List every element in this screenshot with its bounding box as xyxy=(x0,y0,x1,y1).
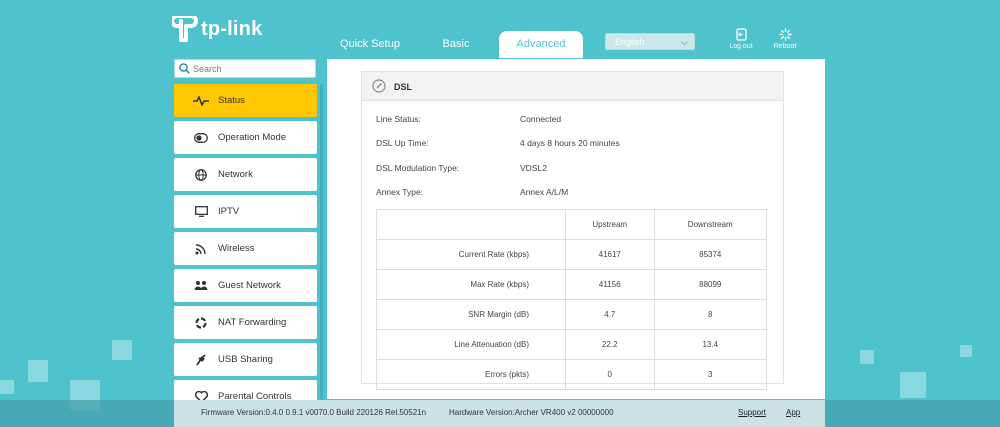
downstream-cell: 88099 xyxy=(653,269,767,300)
sidebar-item-nat-forwarding[interactable]: NAT Forwarding xyxy=(174,306,317,339)
sidebar-item-guest-network[interactable]: Guest Network xyxy=(174,269,317,302)
dsl-panel: DSL Line Status: Connected DSL Up Time: … xyxy=(361,71,784,390)
background-decoration xyxy=(112,340,132,360)
sidebar-item-network[interactable]: Network xyxy=(174,158,317,191)
help-button[interactable] xyxy=(796,74,813,93)
hardware-version: Hardware Version:Archer VR400 v2 0000000… xyxy=(449,408,614,417)
background-decoration xyxy=(960,345,972,357)
row-label: Current Rate (kbps) xyxy=(376,239,566,270)
language-select[interactable]: English ⌵ xyxy=(605,33,695,50)
panel-title: DSL xyxy=(394,82,412,92)
sidebar-item-label: USB Sharing xyxy=(218,354,273,365)
downstream-cell: 85374 xyxy=(653,239,767,270)
sidebar-item-label: Wireless xyxy=(218,243,255,254)
upstream-cell: 4.7 xyxy=(565,299,654,330)
line-status-value: Connected xyxy=(520,114,562,124)
usb-icon xyxy=(192,353,210,367)
downstream-cell: 3 xyxy=(653,359,767,390)
downstream-cell: 13.4 xyxy=(653,329,767,360)
modulation-type-label: DSL Modulation Type: xyxy=(376,163,460,173)
row-label: Line Attenuation (dB) xyxy=(376,329,566,360)
sidebar-item-operation-mode[interactable]: Operation Mode xyxy=(174,121,317,154)
sidebar-item-label: Guest Network xyxy=(218,280,281,291)
nat-icon xyxy=(192,316,210,330)
sidebar-item-label: Network xyxy=(218,169,253,180)
line-status-label: Line Status: xyxy=(376,114,421,124)
sidebar-item-status[interactable]: Status xyxy=(174,84,317,117)
sidebar-item-parental-controls[interactable]: Parental Controls xyxy=(174,380,317,400)
row-label: SNR Margin (dB) xyxy=(376,299,566,330)
tab-quick-setup[interactable]: Quick Setup xyxy=(340,38,400,50)
dsl-gauge-icon xyxy=(372,79,386,93)
upstream-cell: 41617 xyxy=(565,239,654,270)
tab-advanced[interactable]: Advanced xyxy=(499,31,583,58)
logo-text: tp-link xyxy=(201,17,263,40)
table-header-empty xyxy=(377,210,566,240)
pulse-icon xyxy=(192,94,210,108)
dsl-up-time-label: DSL Up Time: xyxy=(376,138,429,148)
table-row: Line Attenuation (dB) 22.2 13.4 xyxy=(376,329,767,360)
sidebar-item-label: Parental Controls xyxy=(218,391,292,400)
tp-link-logo-icon xyxy=(172,16,198,42)
table-row: Errors (pkts) 0 3 xyxy=(376,359,767,390)
reboot-button[interactable]: Reboot xyxy=(770,28,800,50)
help-icon xyxy=(796,74,813,91)
search-box[interactable] xyxy=(174,59,316,78)
modulation-type-value: VDSL2 xyxy=(520,163,547,173)
upstream-cell: 41156 xyxy=(565,269,654,300)
sidebar-item-wireless[interactable]: Wireless xyxy=(174,232,317,265)
toggle-icon xyxy=(192,131,210,145)
language-selected: English xyxy=(615,37,645,47)
downstream-cell: 8 xyxy=(653,299,767,330)
monitor-icon xyxy=(192,205,210,219)
annex-type-label: Annex Type: xyxy=(376,187,424,197)
table-row: Current Rate (kbps) 41617 85374 xyxy=(376,239,767,270)
dsl-stats-table: Upstream Downstream Current Rate (kbps) … xyxy=(376,209,767,390)
tab-basic[interactable]: Basic xyxy=(442,38,470,50)
search-icon xyxy=(179,63,190,74)
sidebar-item-usb-sharing[interactable]: USB Sharing xyxy=(174,343,317,376)
table-header-upstream: Upstream xyxy=(565,209,654,240)
app-link[interactable]: App xyxy=(786,408,801,417)
tp-link-logo[interactable]: tp-link xyxy=(172,16,262,42)
table-row: Max Rate (kbps) 41156 88099 xyxy=(376,269,767,300)
background-decoration xyxy=(900,372,926,398)
firmware-version: Firmware Version:0.4.0 0.9.1 v0070.0 Bui… xyxy=(201,408,427,417)
heart-icon xyxy=(192,390,210,400)
sidebar-scrollbar[interactable] xyxy=(320,84,323,400)
sidebar-menu: Status Operation Mode Network IPTV Wirel… xyxy=(174,84,317,400)
background-decoration xyxy=(0,380,14,394)
chevron-down-icon: ⌵ xyxy=(681,37,688,47)
footer-inner xyxy=(174,400,825,427)
logout-icon xyxy=(735,28,747,41)
logout-label: Log out xyxy=(729,43,753,50)
sidebar-item-iptv[interactable]: IPTV xyxy=(174,195,317,228)
dsl-up-time-value: 4 days 8 hours 20 minutes xyxy=(520,138,620,148)
upstream-cell: 22.2 xyxy=(565,329,654,360)
background-decoration xyxy=(860,350,874,364)
wifi-icon xyxy=(192,242,210,256)
panel-header[interactable]: DSL xyxy=(362,72,783,101)
reboot-icon xyxy=(778,28,792,41)
logout-button[interactable]: Log out xyxy=(726,28,756,50)
globe-icon xyxy=(192,168,210,182)
sidebar-item-label: Operation Mode xyxy=(218,132,287,143)
sidebar-item-label: Status xyxy=(218,95,245,106)
support-link[interactable]: Support xyxy=(738,408,767,417)
annex-type-value: Annex A/L/M xyxy=(520,187,569,197)
table-header-downstream: Downstream xyxy=(653,209,767,240)
row-label: Max Rate (kbps) xyxy=(376,269,566,300)
sidebar-item-label: IPTV xyxy=(218,206,240,217)
guests-icon xyxy=(192,279,210,293)
table-row: SNR Margin (dB) 4.7 8 xyxy=(376,299,767,330)
row-label: Errors (pkts) xyxy=(376,359,566,390)
upstream-cell: 0 xyxy=(565,359,654,390)
background-decoration xyxy=(28,360,48,382)
sidebar-item-label: NAT Forwarding xyxy=(218,317,287,328)
table-header-row: Upstream Downstream xyxy=(377,209,767,240)
reboot-label: Reboot xyxy=(773,43,797,50)
search-input[interactable] xyxy=(193,61,311,76)
